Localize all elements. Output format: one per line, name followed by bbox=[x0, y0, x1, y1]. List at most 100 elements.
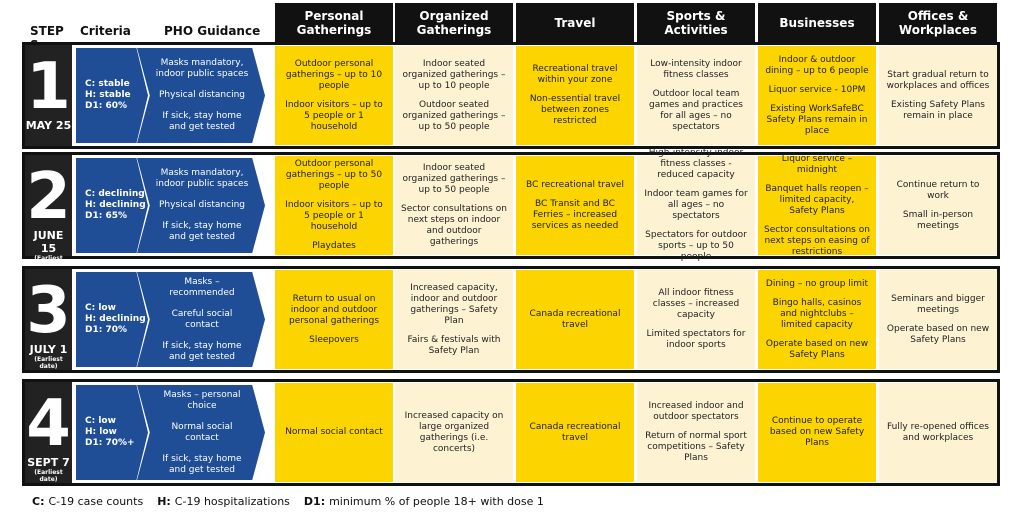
step-note: (Earliest date) bbox=[34, 469, 63, 483]
measure-item: Operate based on new Safety Plans bbox=[886, 323, 990, 345]
measure-item: Dining – no group limit bbox=[765, 278, 869, 289]
measure-item: Indoor seated organized gatherings – up … bbox=[402, 58, 506, 91]
measure-cell: Canada recreational travel bbox=[516, 270, 634, 369]
step-box: 1 MAY 25 bbox=[25, 45, 72, 146]
step-date: MAY 25 bbox=[25, 119, 72, 132]
column-header: Organized Gatherings bbox=[395, 3, 513, 43]
measure-cell: Outdoor personal gatherings – up to 10 p… bbox=[275, 46, 393, 145]
step-number: 4 bbox=[26, 387, 71, 461]
measure-cell: Indoor seated organized gatherings – up … bbox=[395, 46, 513, 145]
measure-cell: Liquor service – midnight Banquet halls r… bbox=[758, 153, 876, 257]
measure-item: Continue return to work bbox=[896, 179, 980, 201]
step-date: JUNE 15 bbox=[33, 229, 64, 255]
measure-item: Canada recreational travel bbox=[529, 308, 621, 330]
measure-item: Indoor visitors – up to 5 people or 1 ho… bbox=[285, 200, 383, 232]
measure-item: Start gradual return to workplaces and o… bbox=[886, 69, 990, 91]
legend-key: H: bbox=[157, 495, 171, 508]
step-date: SEPT 7 bbox=[27, 456, 70, 469]
measure-item: Sector consultations on next steps on in… bbox=[401, 204, 507, 247]
measure-item: Sleepovers bbox=[309, 334, 359, 345]
measure-cell: Increased capacity on large organized ga… bbox=[395, 383, 513, 482]
measure-cell: Increased capacity, indoor and outdoor g… bbox=[395, 270, 513, 369]
legend-key: C: bbox=[32, 495, 45, 508]
criteria-box: C: low H: declining D1: 70% bbox=[76, 272, 148, 367]
measure-item: Small in-person meetings bbox=[902, 209, 974, 231]
measure-cell: Low-intensity indoor fitness classes Outd… bbox=[637, 46, 755, 145]
criteria-item: D1: 70% bbox=[85, 325, 128, 335]
measure-item: Spectators for outdoor sports – up to 50… bbox=[645, 230, 747, 262]
measure-item: Limited spectators for indoor sports bbox=[646, 329, 746, 350]
guidance-item: Physical distancing bbox=[159, 200, 245, 210]
measure-item: Increased capacity, indoor and outdoor g… bbox=[410, 282, 498, 326]
measure-item: Increased indoor and outdoor spectators bbox=[648, 401, 744, 422]
measure-cell: Recreational travel within your zone Non-… bbox=[516, 46, 634, 145]
measure-cell: BC recreational travel BC Transit and BC … bbox=[516, 156, 634, 255]
guidance-item: If sick, stay home and get tested bbox=[162, 453, 242, 475]
measure-item: Indoor seated organized gatherings – up … bbox=[402, 163, 506, 195]
measure-item: Return to usual on indoor and outdoor pe… bbox=[288, 293, 380, 326]
measure-item: Banquet halls reopen – limited capacity,… bbox=[765, 183, 869, 216]
criteria-item: C: declining bbox=[85, 189, 145, 199]
step-number: 3 bbox=[26, 274, 71, 348]
measure-cell: High-intensity indoor fitness classes - … bbox=[637, 148, 755, 262]
measure-item: Outdoor personal gatherings – up to 50 p… bbox=[285, 159, 383, 191]
guidance-item: Masks mandatory, indoor public spaces bbox=[155, 58, 249, 79]
legend-text: C-19 hospitalizations bbox=[174, 495, 290, 508]
measure-item: Indoor & outdoor dining – up to 6 people bbox=[765, 54, 869, 76]
step-box: 3 JULY 1 (Earliest date) bbox=[25, 269, 72, 370]
measure-cell: Increased indoor and outdoor spectators R… bbox=[637, 383, 755, 482]
guidance-item: Normal social contact bbox=[171, 421, 233, 443]
measure-cell: Seminars and bigger meetings Operate base… bbox=[879, 270, 997, 369]
guidance-item: Masks – recommended bbox=[169, 276, 235, 298]
column-header: Personal Gatherings bbox=[275, 3, 393, 43]
measure-item: Existing WorkSafeBC Safety Plans remain … bbox=[766, 103, 868, 136]
guidance-item: Masks mandatory, indoor public spaces bbox=[155, 168, 249, 189]
column-header: Businesses bbox=[758, 3, 876, 43]
measure-cell: Indoor seated organized gatherings – up … bbox=[395, 156, 513, 255]
criteria-box: C: low H: low D1: 70%+ bbox=[76, 385, 148, 480]
measure-item: Sector consultations on next steps on ea… bbox=[764, 224, 870, 257]
measure-item: Outdoor local team games and practices f… bbox=[649, 88, 743, 132]
measure-cell: Continue to operate based on new Safety … bbox=[758, 383, 876, 482]
legend-text: minimum % of people 18+ with dose 1 bbox=[329, 495, 544, 508]
criteria-item: H: declining bbox=[85, 200, 146, 210]
criteria-item: D1: 65% bbox=[85, 211, 128, 221]
step-number: 2 bbox=[26, 160, 71, 234]
measure-item: Operate based on new Safety Plans bbox=[765, 338, 869, 360]
guidance-item: Physical distancing bbox=[159, 90, 245, 100]
measure-item: Liquor service – midnight bbox=[781, 153, 853, 175]
measure-cell: Indoor & outdoor dining – up to 6 people… bbox=[758, 46, 876, 145]
measure-item: Low-intensity indoor fitness classes bbox=[650, 58, 742, 80]
measure-cell: All indoor fitness classes – increased c… bbox=[637, 270, 755, 369]
guidance-item: If sick, stay home and get tested bbox=[162, 340, 242, 362]
guidance-item: If sick, stay home and get tested bbox=[162, 221, 242, 242]
criteria-box: C: declining H: declining D1: 65% bbox=[76, 158, 148, 253]
guidance-item: Masks – personal choice bbox=[163, 389, 241, 411]
measure-item: Non-essential travel between zones restr… bbox=[529, 94, 621, 126]
criteria-item: D1: 70%+ bbox=[85, 438, 135, 448]
guidance-item: Careful social contact bbox=[171, 308, 233, 330]
criteria-item: H: low bbox=[85, 427, 117, 437]
measure-item: Existing Safety Plans remain in place bbox=[891, 99, 985, 121]
measure-cell: Fully re-opened offices and workplaces bbox=[879, 383, 997, 482]
step-note: (Earliest date) bbox=[34, 255, 63, 269]
criteria-item: C: low bbox=[85, 303, 116, 313]
criteria-item: H: stable bbox=[85, 90, 131, 100]
step-note: (Earliest date) bbox=[34, 356, 63, 370]
criteria-item: C: stable bbox=[85, 79, 130, 89]
guidance-box: Masks mandatory, indoor public spaces Phy… bbox=[137, 158, 265, 253]
measure-item: High-intensity indoor fitness classes - … bbox=[648, 148, 744, 180]
guidance-box: Masks – recommended Careful social contac… bbox=[137, 272, 265, 367]
measure-item: Playdates bbox=[312, 241, 356, 251]
legend-item: H: C-19 hospitalizations bbox=[157, 495, 290, 508]
measure-cell: Canada recreational travel bbox=[516, 383, 634, 482]
measure-item: Indoor visitors – up to 5 people or 1 ho… bbox=[285, 99, 383, 132]
measure-cell: Continue return to work Small in-person m… bbox=[879, 156, 997, 255]
guidance-box: Masks mandatory, indoor public spaces Phy… bbox=[137, 48, 265, 143]
criteria-item: C: low bbox=[85, 416, 116, 426]
measure-item: Outdoor personal gatherings – up to 10 p… bbox=[285, 58, 383, 91]
step-date: JULY 1 bbox=[29, 343, 68, 356]
measure-item: BC recreational travel bbox=[526, 179, 624, 190]
